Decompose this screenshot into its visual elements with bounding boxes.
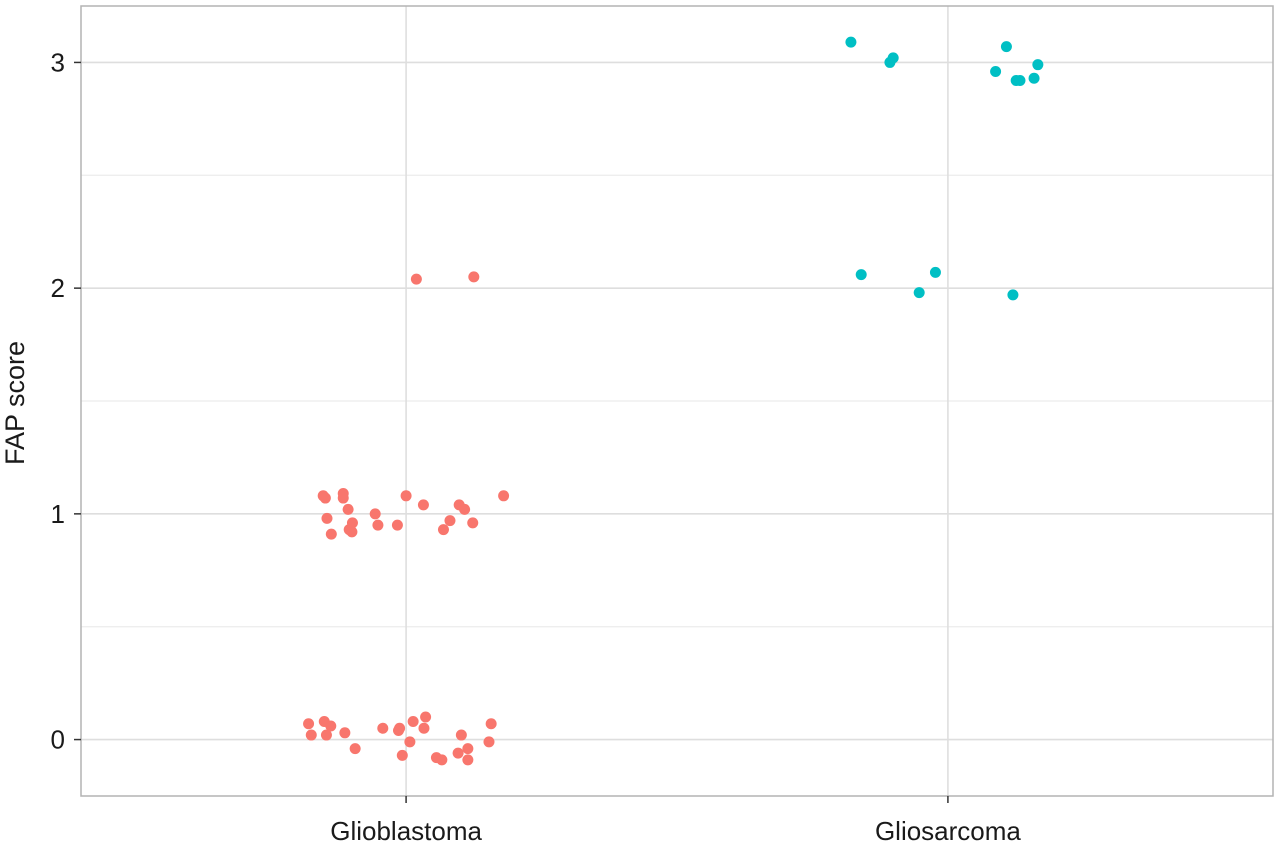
data-point-gliosarcoma [855,269,867,281]
data-point-glioblastoma [325,528,337,540]
data-points [303,36,1044,766]
data-point-glioblastoma [346,526,358,538]
y-tick-label: 2 [51,273,65,303]
data-point-gliosarcoma [1000,41,1012,53]
data-point-glioblastoma [407,716,419,728]
y-tick-label: 0 [51,725,65,755]
data-point-glioblastoma [452,747,464,759]
data-point-glioblastoma [455,729,467,741]
data-point-glioblastoma [418,722,430,734]
data-point-glioblastoma [303,718,315,730]
data-point-gliosarcoma [929,266,941,278]
data-point-glioblastoma [462,743,474,755]
data-point-gliosarcoma [913,287,925,299]
data-point-glioblastoma [342,503,354,515]
data-point-gliosarcoma [1014,74,1026,86]
data-point-glioblastoma [369,508,381,520]
y-tick-label: 3 [51,47,65,77]
data-point-glioblastoma [377,722,389,734]
y-axis-title: FAP score [0,341,30,465]
x-tick-label: Gliosarcoma [875,816,1021,846]
data-point-glioblastoma [349,743,361,755]
y-axis: 0 1 2 3 [51,47,81,755]
data-point-glioblastoma [404,736,416,748]
data-point-glioblastoma [467,517,479,529]
data-point-glioblastoma [485,718,497,730]
data-point-glioblastoma [417,499,429,511]
data-point-glioblastoma [396,749,408,761]
data-point-glioblastoma [498,490,510,502]
data-point-glioblastoma [444,515,456,527]
data-point-glioblastoma [325,720,337,732]
data-point-glioblastoma [462,754,474,766]
data-point-glioblastoma [394,722,406,734]
data-point-gliosarcoma [1007,289,1019,301]
minor-gridlines [81,174,1273,628]
x-axis: Glioblastoma Gliosarcoma [330,796,1021,846]
data-point-glioblastoma [346,517,358,529]
data-point-gliosarcoma [990,65,1002,77]
data-point-glioblastoma [400,490,412,502]
data-point-glioblastoma [410,273,422,285]
data-point-glioblastoma [436,754,448,766]
data-point-glioblastoma [420,711,432,723]
data-point-glioblastoma [437,524,449,536]
data-point-gliosarcoma [1028,72,1040,84]
data-point-glioblastoma [391,519,403,531]
plot-panel-border [80,5,1274,797]
major-gridlines [81,6,1273,796]
data-point-gliosarcoma [887,52,899,64]
y-tick-label: 1 [51,499,65,529]
data-point-glioblastoma [372,519,384,531]
data-point-gliosarcoma [845,36,857,48]
data-point-glioblastoma [320,729,332,741]
data-point-gliosarcoma [1032,59,1044,71]
data-point-glioblastoma [337,492,349,504]
data-point-glioblastoma [321,512,333,524]
data-point-glioblastoma [483,736,495,748]
data-point-glioblastoma [305,729,317,741]
data-point-glioblastoma [319,492,331,504]
data-point-glioblastoma [459,503,471,515]
x-tick-label: Glioblastoma [330,816,482,846]
data-point-glioblastoma [468,271,480,283]
data-point-glioblastoma [339,727,351,739]
